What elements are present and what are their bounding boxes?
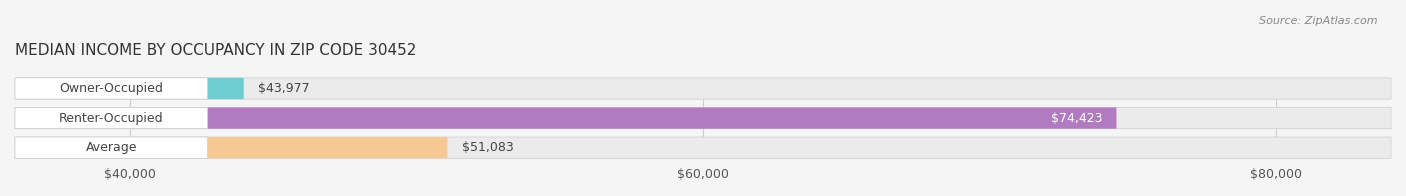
FancyBboxPatch shape [15, 78, 208, 99]
FancyBboxPatch shape [15, 107, 1391, 129]
FancyBboxPatch shape [15, 137, 447, 158]
Text: MEDIAN INCOME BY OCCUPANCY IN ZIP CODE 30452: MEDIAN INCOME BY OCCUPANCY IN ZIP CODE 3… [15, 44, 416, 58]
Text: Renter-Occupied: Renter-Occupied [59, 112, 163, 125]
FancyBboxPatch shape [15, 137, 1391, 158]
Text: Owner-Occupied: Owner-Occupied [59, 82, 163, 95]
Text: $74,423: $74,423 [1050, 112, 1102, 125]
Text: $43,977: $43,977 [259, 82, 309, 95]
FancyBboxPatch shape [15, 78, 243, 99]
FancyBboxPatch shape [15, 107, 208, 129]
FancyBboxPatch shape [15, 107, 1116, 129]
Text: Source: ZipAtlas.com: Source: ZipAtlas.com [1260, 16, 1378, 26]
FancyBboxPatch shape [15, 78, 1391, 99]
Text: $51,083: $51,083 [461, 141, 513, 154]
Text: Average: Average [86, 141, 136, 154]
FancyBboxPatch shape [15, 137, 208, 158]
